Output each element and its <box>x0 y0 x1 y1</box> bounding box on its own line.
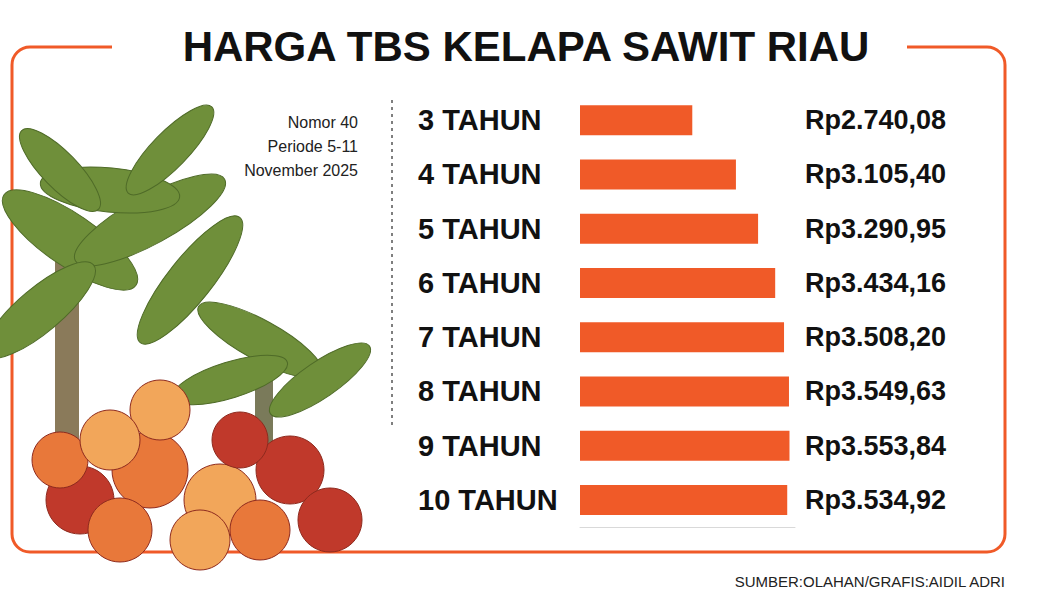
svg-text:HARGA TBS KELAPA SAWIT RIAU: HARGA TBS KELAPA SAWIT RIAU <box>183 23 870 70</box>
svg-text:Nomor 40: Nomor 40 <box>288 114 358 131</box>
svg-text:Rp3.105,40: Rp3.105,40 <box>805 159 946 189</box>
svg-text:SUMBER:OLAHAN/GRAFIS:AIDIL ADR: SUMBER:OLAHAN/GRAFIS:AIDIL ADRI <box>735 573 1005 590</box>
svg-text:Rp3.534,92: Rp3.534,92 <box>805 485 946 515</box>
svg-text:Periode 5-11: Periode 5-11 <box>268 138 359 155</box>
svg-text:7 TAHUN: 7 TAHUN <box>418 321 542 353</box>
svg-text:6 TAHUN: 6 TAHUN <box>418 267 542 299</box>
svg-text:Rp3.434,16: Rp3.434,16 <box>805 268 946 298</box>
svg-text:3 TAHUN: 3 TAHUN <box>418 104 542 136</box>
svg-text:Rp3.553,84: Rp3.553,84 <box>805 431 946 461</box>
svg-text:4 TAHUN: 4 TAHUN <box>418 158 542 190</box>
svg-text:Rp3.508,20: Rp3.508,20 <box>805 322 946 352</box>
svg-text:5 TAHUN: 5 TAHUN <box>418 213 542 245</box>
svg-text:8 TAHUN: 8 TAHUN <box>418 375 542 407</box>
svg-text:Rp3.549,63: Rp3.549,63 <box>805 376 946 406</box>
svg-text:November 2025: November 2025 <box>244 162 358 179</box>
svg-text:10 TAHUN: 10 TAHUN <box>418 484 558 516</box>
svg-text:9 TAHUN: 9 TAHUN <box>418 430 542 462</box>
svg-text:Rp3.290,95: Rp3.290,95 <box>805 214 946 244</box>
svg-text:Rp2.740,08: Rp2.740,08 <box>805 105 946 135</box>
